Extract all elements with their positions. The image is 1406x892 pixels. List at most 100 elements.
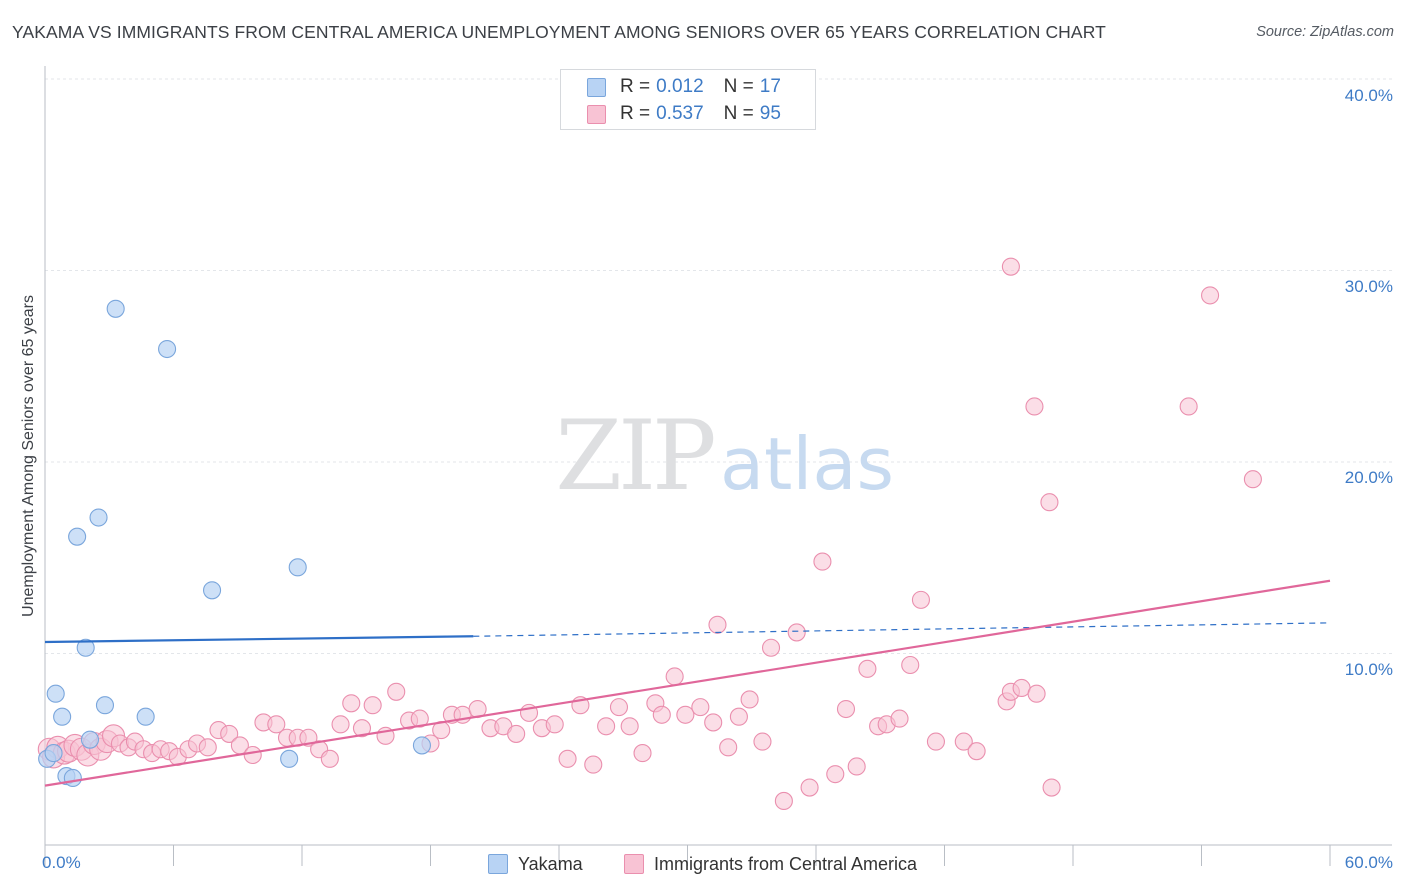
immigrants-point [847,757,866,776]
yakama-point [280,749,299,768]
legend-row-yakama: R = 0.012 N = 17 [587,75,781,99]
immigrants-point [774,791,793,811]
immigrants-point [633,744,652,763]
yakama-point [63,768,82,788]
immigrants-point [800,778,819,797]
yakama-point [44,744,63,763]
immigrants-point [597,717,616,736]
x-tick-label-max: 60.0% [1344,853,1393,872]
r-label: R = [620,103,651,124]
immigrants-point [911,590,930,609]
legend-row-immigrants: R = 0.537 N = 95 [587,102,781,126]
immigrants-point [858,659,877,678]
immigrants-point [507,724,526,743]
immigrants-point [1001,257,1020,276]
yakama-point [46,684,65,703]
y-tick-label-40: 40.0% [1344,86,1393,105]
axes [44,66,1392,866]
watermark-atlas: atlas [720,422,894,506]
y-tick-label-20: 20.0% [1344,468,1393,487]
immigrants-point [901,655,920,675]
yakama-points [38,299,431,788]
immigrants-point [1025,397,1044,416]
immigrants-point [342,694,361,713]
immigrants-point [740,690,759,709]
yakama-trend-extension [473,622,1331,637]
immigrants-swatch [624,854,644,874]
immigrants-point [267,715,286,734]
immigrants-point [387,682,406,701]
legend-item-yakama: Yakama [488,852,583,876]
yakama-point [106,299,125,318]
yakama-point [95,696,115,715]
immigrants-point [558,749,577,768]
watermark-zip: ZIP [555,400,714,512]
immigrants-point [609,698,629,717]
immigrants-point [890,709,909,728]
immigrants-point [719,738,738,757]
r-label: R = [620,76,651,97]
chart-title: YAKAMA VS IMMIGRANTS FROM CENTRAL AMERIC… [12,22,1106,42]
immigrants-point [331,715,350,734]
yakama-point [53,707,72,726]
immigrants-point [967,742,986,761]
immigrants-point [676,705,695,724]
source-credit: Source: ZipAtlas.com [1256,24,1394,40]
immigrants-point [1027,684,1046,703]
immigrants-point [787,623,806,642]
immigrants-points [37,257,1262,811]
legend-label-yakama: Yakama [518,853,583,874]
n-value: 95 [759,103,781,124]
n-label: N = [723,103,754,124]
yakama-point [203,581,222,600]
immigrants-point [1243,470,1262,489]
yakama-point [158,339,177,359]
immigrants-point [926,732,945,751]
x-tick-label-min: 0.0% [42,853,81,872]
immigrants-point [243,745,262,765]
immigrants-point [410,709,429,728]
immigrants-point [1042,778,1061,797]
y-tick-label-30: 30.0% [1344,277,1393,296]
immigrants-point [198,738,217,757]
immigrants-point [665,667,684,686]
immigrants-point [220,724,239,743]
immigrants-point [1040,493,1059,512]
immigrants-trend-line [44,579,1331,787]
yakama-trend-line [44,635,474,644]
immigrants-point [320,749,339,768]
grid-lines [45,78,1392,654]
immigrants-point [761,638,781,657]
y-tick-label-10: 10.0% [1344,660,1393,679]
immigrants-point [363,696,382,715]
yakama-point [136,707,155,726]
r-value: 0.537 [656,103,704,124]
immigrants-point [729,707,748,726]
yakama-point [412,736,431,755]
yakama-point [76,638,95,657]
n-label: N = [723,76,754,97]
zipatlas-watermark: ZIP atlas [555,400,894,512]
n-value: 17 [759,76,781,97]
immigrants-swatch [587,104,606,124]
legend-item-immigrants: Immigrants from Central America [624,852,917,876]
immigrants-point [836,699,856,719]
yakama-point [68,527,87,546]
yakama-point [89,508,108,527]
immigrants-point [813,552,832,571]
immigrants-point [826,765,845,784]
trend-lines [44,579,1331,787]
immigrants-point [954,732,973,751]
yakama-point [288,558,307,577]
immigrants-point [652,705,671,724]
immigrants-point [708,615,727,634]
legend-label-immigrants: Immigrants from Central America [654,853,918,874]
yakama-swatch [488,854,508,874]
immigrants-point [545,715,564,734]
immigrants-point [691,698,710,717]
immigrants-point [352,719,372,738]
immigrants-point [620,717,639,736]
correlation-legend: R = 0.012 N = 17 R = 0.537 N = 95 [560,69,816,130]
r-value: 0.012 [656,76,704,97]
yakama-swatch [587,77,606,97]
